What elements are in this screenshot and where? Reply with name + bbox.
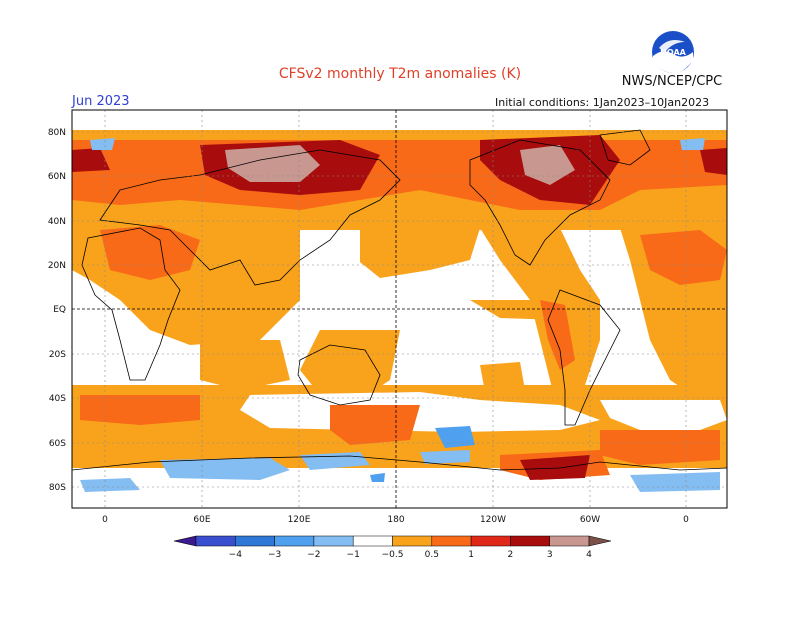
noaa-logo: NOAA bbox=[651, 30, 695, 78]
colorbar-swatch bbox=[274, 535, 315, 547]
colorbar-label: 2 bbox=[508, 550, 514, 560]
colorbar-label: −4 bbox=[229, 550, 243, 560]
initial-conditions: Initial conditions: 1Jan2023–10Jan2023 bbox=[495, 96, 710, 109]
colorbar-swatch bbox=[470, 535, 511, 547]
lat-label: 80N bbox=[48, 128, 66, 138]
colorbar: −4 −3 −2 −1 −0.5 0.5 1 2 3 4 bbox=[173, 535, 612, 560]
valid-month: Jun 2023 bbox=[72, 94, 130, 109]
map-title: CFSv2 monthly T2m anomalies (K) bbox=[278, 66, 522, 82]
colorbar-swatch bbox=[431, 535, 472, 547]
colorbar-label: 0.5 bbox=[425, 550, 439, 560]
colorbar-label: −0.5 bbox=[382, 550, 404, 560]
logo-text: NOAA bbox=[660, 48, 686, 57]
lat-label: EQ bbox=[53, 305, 66, 315]
colorbar-label: 1 bbox=[468, 550, 474, 560]
latitude-labels: 80N 60N 40N 20N EQ 20S 40S 60S 80S bbox=[48, 128, 66, 493]
lon-label: 120E bbox=[288, 515, 311, 525]
agency-label: NWS/NCEP/CPC bbox=[621, 74, 723, 89]
colorbar-label: −1 bbox=[347, 550, 360, 560]
colorbar-swatch bbox=[195, 535, 236, 547]
lon-label: 60W bbox=[580, 515, 600, 525]
map-frame bbox=[71, 109, 728, 509]
lon-label: 180 bbox=[387, 515, 404, 525]
lon-label: 0 bbox=[683, 515, 689, 525]
colorbar-label: −3 bbox=[268, 550, 281, 560]
colorbar-swatch bbox=[313, 535, 354, 547]
warm-anomaly-extreme bbox=[225, 145, 575, 185]
coastlines bbox=[72, 129, 727, 471]
lat-label: 60S bbox=[49, 439, 66, 449]
lat-label: 20S bbox=[49, 350, 66, 360]
lat-label: 40N bbox=[48, 217, 66, 227]
lat-label: 20N bbox=[48, 261, 66, 271]
colorbar-swatch bbox=[510, 535, 550, 547]
lon-label: 120W bbox=[480, 515, 506, 525]
colorbar-swatch bbox=[235, 535, 275, 547]
colorbar-label: 4 bbox=[586, 550, 592, 560]
lat-label: 60N bbox=[48, 172, 66, 182]
lat-label: 80S bbox=[49, 483, 66, 493]
lon-label: 0 bbox=[102, 515, 108, 525]
colorbar-label: 3 bbox=[547, 550, 553, 560]
colorbar-arrow-high bbox=[588, 535, 612, 547]
colorbar-label: −2 bbox=[307, 550, 320, 560]
cool-anomaly-moderate bbox=[370, 426, 475, 482]
colorbar-arrow-low bbox=[173, 535, 197, 547]
longitude-labels: 0 60E 120E 180 120W 60W 0 bbox=[102, 515, 689, 525]
colorbar-swatch bbox=[392, 535, 433, 547]
colorbar-swatch bbox=[352, 535, 393, 547]
lon-label: 60E bbox=[193, 515, 210, 525]
colorbar-swatch bbox=[549, 535, 590, 547]
lat-label: 40S bbox=[49, 394, 66, 404]
graticule bbox=[72, 110, 727, 508]
